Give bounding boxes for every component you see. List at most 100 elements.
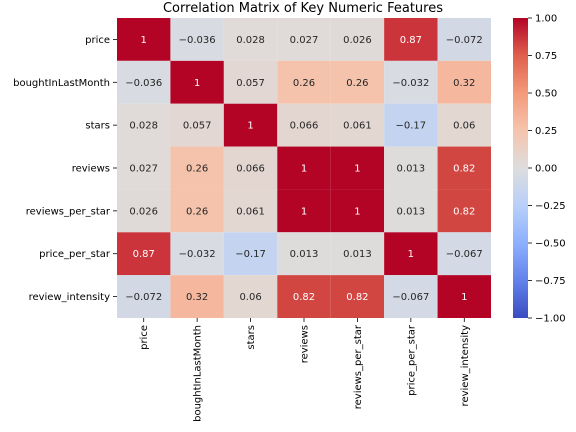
colorbar-tick-label: 0.50	[535, 89, 557, 100]
colorbar-tick-label: −0.75	[535, 276, 566, 287]
cell-value-label: 0.061	[343, 121, 372, 132]
y-tick-label: boughtInLastMonth	[13, 78, 110, 89]
heatmap-cell-reviews_per_star-price_per_star	[384, 189, 438, 233]
cell-value-label: −0.17	[396, 121, 427, 132]
heatmap-cell-stars-reviews	[277, 103, 331, 147]
cell-value-label: 0.057	[183, 121, 212, 132]
heatmap-cell-price_per_star-reviews	[277, 232, 331, 276]
heatmap-cell-boughtInLastMonth-review_intensity	[437, 60, 491, 104]
y-tick-label: stars	[85, 121, 110, 132]
cell-value-label: 0.013	[397, 206, 426, 217]
heatmap-cell-review_intensity-reviews_per_star	[330, 275, 385, 318]
cell-value-label: 0.026	[129, 206, 158, 217]
y-tick-label: price	[85, 35, 110, 46]
colorbar-tick-label: 0.25	[535, 126, 557, 137]
heatmap-cell-price-price	[117, 18, 171, 61]
heatmap-cell-boughtInLastMonth-price	[117, 60, 171, 104]
cell-value-label: 0.82	[346, 292, 368, 303]
heatmap-cell-price_per_star-stars	[223, 232, 278, 276]
heatmap-cell-price-price_per_star	[384, 18, 438, 61]
cell-value-label: 0.013	[397, 164, 426, 175]
colorbar-tick-label: 1.00	[535, 14, 557, 25]
heatmap-cell-boughtInLastMonth-stars	[223, 60, 278, 104]
heatmap-cell-boughtInLastMonth-boughtInLastMonth	[170, 60, 224, 104]
cell-value-label: 0.26	[186, 164, 208, 175]
cell-value-label: 1	[408, 249, 414, 260]
cell-value-label: 1	[461, 292, 467, 303]
cell-value-label: 0.82	[453, 206, 475, 217]
cell-value-label: −0.036	[179, 35, 216, 46]
cell-value-label: 1	[354, 164, 360, 175]
y-tick-labels: price boughtInLastMonth stars reviews review…	[13, 35, 117, 303]
heatmap-cell-price-stars	[223, 18, 278, 61]
heatmap-cells: 1 −0.036 0.028 0.027 0.026 0.87 −0.072 −0.036 1 0…	[117, 18, 491, 318]
x-tick-label: reviews_per_star	[353, 324, 364, 409]
heatmap-cell-review_intensity-price	[117, 275, 171, 318]
x-tick-label: reviews	[300, 325, 311, 363]
cell-value-label: 1	[301, 206, 307, 217]
heatmap-cell-review_intensity-stars	[223, 275, 278, 318]
heatmap-cell-reviews-boughtInLastMonth	[170, 146, 224, 190]
cell-value-label: −0.17	[235, 249, 266, 260]
x-tick-label: boughtInLastMonth	[193, 325, 204, 422]
cell-value-label: 0.066	[236, 164, 265, 175]
colorbar-gradient	[513, 18, 528, 318]
heatmap-cell-reviews_per_star-price	[117, 189, 171, 233]
cell-value-label: 0.87	[400, 35, 422, 46]
heatmap-cell-boughtInLastMonth-price_per_star	[384, 60, 438, 104]
cell-value-label: 0.87	[133, 249, 155, 260]
heatmap-cell-price-reviews_per_star	[330, 18, 385, 61]
colorbar: 1.00 0.75 0.50 0.25 0.00 −0.25 −0.50 −0.75 −1.00	[513, 14, 566, 325]
heatmap-cell-price-boughtInLastMonth	[170, 18, 224, 61]
cell-value-label: −0.067	[392, 292, 429, 303]
colorbar-tick-label: −0.50	[535, 239, 566, 250]
cell-value-label: 1	[354, 206, 360, 217]
cell-value-label: 0.013	[343, 249, 372, 260]
heatmap-cell-stars-price	[117, 103, 171, 147]
heatmap-cell-price-review_intensity	[437, 18, 491, 61]
y-tick-label: price_per_star	[39, 249, 111, 260]
colorbar-tick-label: −0.25	[535, 201, 566, 212]
cell-value-label: 0.82	[293, 292, 315, 303]
heatmap-cell-reviews-price	[117, 146, 171, 190]
cell-value-label: 0.028	[236, 35, 265, 46]
cell-value-label: 0.057	[236, 78, 265, 89]
heatmap-cell-price_per_star-price_per_star	[384, 232, 438, 276]
cell-value-label: 0.26	[346, 78, 368, 89]
cell-value-label: 0.26	[186, 206, 208, 217]
heatmap-cell-reviews_per_star-reviews	[277, 189, 331, 233]
y-tick-label: review_intensity	[29, 292, 111, 303]
cell-value-label: 0.26	[293, 78, 315, 89]
y-tick-label: reviews_per_star	[26, 206, 111, 217]
cell-value-label: 0.066	[290, 121, 319, 132]
cell-value-label: −0.067	[446, 249, 483, 260]
heatmap-cell-review_intensity-price_per_star	[384, 275, 438, 318]
colorbar-tick-label: 0.00	[535, 164, 557, 175]
heatmap-cell-reviews-stars	[223, 146, 278, 190]
heatmap-cell-reviews_per_star-review_intensity	[437, 189, 491, 233]
heatmap-cell-stars-boughtInLastMonth	[170, 103, 224, 147]
cell-value-label: −0.032	[179, 249, 216, 260]
x-tick-label: review_intensity	[460, 325, 471, 407]
heatmap-cell-review_intensity-boughtInLastMonth	[170, 275, 224, 318]
cell-value-label: −0.032	[392, 78, 429, 89]
heatmap-cell-stars-stars	[223, 103, 278, 147]
x-tick-label: price	[139, 325, 150, 350]
heatmap-cell-reviews-reviews_per_star	[330, 146, 385, 190]
heatmap-cell-price_per_star-price	[117, 232, 171, 276]
heatmap-cell-reviews-review_intensity	[437, 146, 491, 190]
cell-value-label: −0.072	[125, 292, 162, 303]
heatmap-cell-review_intensity-review_intensity	[437, 275, 491, 318]
cell-value-label: 0.32	[453, 78, 475, 89]
heatmap-cell-price_per_star-review_intensity	[437, 232, 491, 276]
heatmap-cell-price_per_star-reviews_per_star	[330, 232, 385, 276]
chart-title: Correlation Matrix of Key Numeric Featur…	[163, 1, 443, 16]
cell-value-label: 0.061	[236, 206, 265, 217]
heatmap-cell-reviews_per_star-boughtInLastMonth	[170, 189, 224, 233]
cell-value-label: 0.027	[129, 164, 158, 175]
cell-value-label: 0.82	[453, 164, 475, 175]
heatmap-cell-boughtInLastMonth-reviews_per_star	[330, 60, 385, 104]
heatmap-cell-stars-reviews_per_star	[330, 103, 385, 147]
heatmap-cell-stars-review_intensity	[437, 103, 491, 147]
